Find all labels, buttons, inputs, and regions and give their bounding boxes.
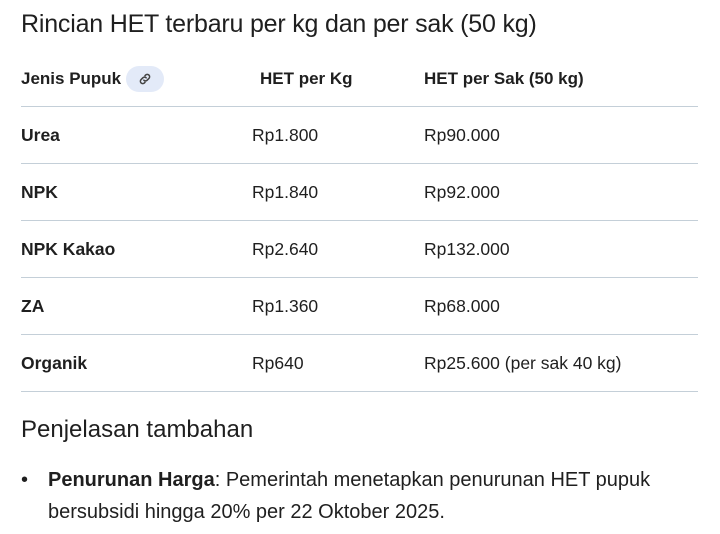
cell-het-sak: Rp68.000 [424,295,500,316]
cell-jenis: NPK Kakao [21,238,116,259]
cell-jenis: Organik [21,352,88,373]
table-row: NPK Kakao Rp2.640 Rp132.000 [21,221,698,278]
cell-het-sak: Rp92.000 [424,181,500,202]
link-button[interactable] [126,65,165,92]
table-row: ZA Rp1.360 Rp68.000 [21,278,698,335]
bullet-label: Penurunan Harga [48,469,215,491]
cell-het-kg: Rp1.360 [252,295,319,316]
cell-het-sak: Rp132.000 [424,238,510,259]
header-label: Jenis Pupuk [21,68,122,88]
header-jenis-pupuk: Jenis Pupuk [21,65,252,92]
table-row: NPK Rp1.840 Rp92.000 [21,164,698,221]
cell-het-sak: Rp90.000 [424,124,500,145]
cell-het-kg: Rp2.640 [252,238,319,259]
price-table: Jenis Pupuk HET per Kg HET per Sak (50 k… [21,51,698,392]
section-heading: Penjelasan tambahan [21,416,254,443]
list-item: • Penurunan Harga: Pemerintah menetapkan… [21,464,691,528]
cell-jenis: ZA [21,295,45,316]
bullet-body: : Pemerintah menetapkan penurunan HET pu… [48,469,651,523]
page-title: Rincian HET terbaru per kg dan per sak (… [21,10,537,38]
bullet-text: Penurunan Harga: Pemerintah menetapkan p… [48,464,691,528]
link-icon [139,73,151,84]
cell-het-sak: Rp25.600 (per sak 40 kg) [424,352,622,373]
cell-het-kg: Rp1.800 [252,124,319,145]
table-header-row: Jenis Pupuk HET per Kg HET per Sak (50 k… [21,51,698,107]
header-het-kg: HET per Kg [260,68,353,88]
cell-jenis: Urea [21,124,60,145]
table-row: Urea Rp1.800 Rp90.000 [21,107,698,164]
table-row: Organik Rp640 Rp25.600 (per sak 40 kg) [21,335,698,392]
bullet-icon: • [21,469,29,491]
header-het-sak: HET per Sak (50 kg) [424,68,584,88]
cell-jenis: NPK [21,181,58,202]
cell-het-kg: Rp1.840 [252,181,319,202]
cell-het-kg: Rp640 [252,352,304,373]
